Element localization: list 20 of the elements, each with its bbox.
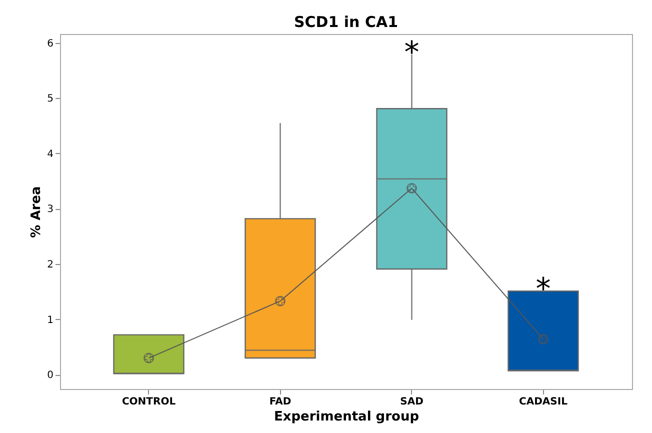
x-axis-title: Experimental group — [274, 410, 420, 424]
y-tick-label: 2 — [47, 260, 54, 271]
point — [275, 296, 286, 306]
y-tick-label: 4 — [47, 148, 54, 160]
x-tick-label: CADASIL — [519, 396, 568, 408]
chart-title: SCD1 in CA1 — [294, 13, 398, 31]
y-tick-label: 6 — [47, 38, 54, 50]
annotation: * — [404, 35, 420, 70]
x-tick-label: SAD — [400, 396, 424, 408]
y-tick-label: 0 — [47, 370, 54, 382]
y-tick-label: 5 — [47, 94, 54, 105]
y-axis-title: % Area — [29, 186, 44, 238]
point — [538, 334, 548, 344]
point — [144, 352, 154, 364]
x-tick-label: CONTROL — [122, 396, 176, 408]
y-tick-label: 1 — [47, 314, 54, 326]
point — [406, 183, 417, 194]
y-tick-label: 3 — [47, 204, 54, 216]
annotation: * — [536, 272, 551, 308]
x-tick-label: FAD — [269, 396, 292, 408]
